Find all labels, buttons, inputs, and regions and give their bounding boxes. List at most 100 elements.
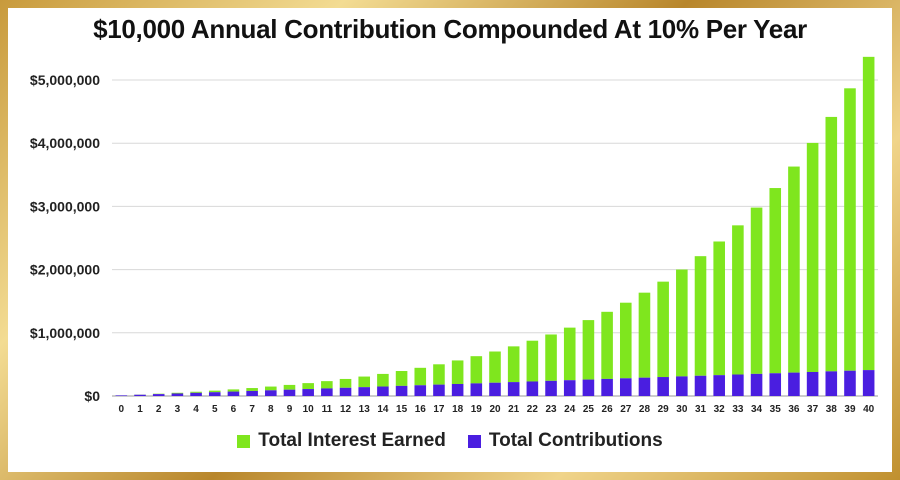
bar-contributions — [713, 375, 725, 396]
bar-contributions — [171, 393, 184, 396]
x-tick-label: 32 — [714, 404, 726, 415]
bar-contributions — [134, 394, 146, 396]
legend: Total Interest Earned Total Contribution… — [0, 430, 900, 452]
x-tick-label: 15 — [396, 404, 408, 415]
x-tick-label: 28 — [639, 404, 651, 415]
bar-interest — [395, 371, 408, 386]
bar-interest — [302, 383, 314, 390]
x-tick-label: 23 — [545, 404, 557, 415]
x-tick-label: 16 — [415, 404, 427, 415]
bar-interest — [750, 207, 763, 374]
x-tick-label: 24 — [564, 404, 576, 415]
bar-interest — [694, 256, 707, 376]
bar-interest — [657, 281, 669, 378]
bar-contributions — [433, 384, 445, 396]
bar-contributions — [377, 386, 389, 396]
bar-contributions — [862, 370, 875, 396]
bar-contributions — [769, 373, 782, 396]
x-tick-label: 1 — [137, 404, 143, 415]
x-tick-label: 33 — [732, 404, 744, 415]
x-tick-label: 37 — [807, 404, 819, 415]
bar-interest — [844, 88, 856, 371]
bar-contributions — [694, 375, 707, 396]
bar-contributions — [227, 391, 240, 396]
bar-contributions — [806, 371, 819, 396]
bar-contributions — [321, 388, 333, 396]
y-tick-label: $0 — [84, 388, 100, 404]
bar-interest — [433, 364, 445, 385]
bar-interest — [563, 327, 576, 381]
bar-interest — [377, 373, 389, 387]
bar-interest — [470, 356, 483, 384]
bar-interest — [507, 346, 520, 383]
bar-interest — [825, 116, 838, 372]
y-tick-label: $4,000,000 — [30, 135, 100, 151]
x-tick-label: 0 — [119, 404, 125, 415]
bar-interest — [171, 392, 184, 394]
x-tick-label: 5 — [212, 404, 218, 415]
bar-interest — [732, 225, 744, 375]
bar-interest — [676, 269, 688, 377]
x-tick-label: 19 — [471, 404, 483, 415]
bar-interest — [638, 292, 651, 378]
bar-contributions — [844, 370, 856, 396]
bar-contributions — [750, 373, 763, 396]
bar-interest — [601, 311, 613, 379]
bar-interest — [339, 378, 352, 388]
x-tick-label: 12 — [340, 404, 352, 415]
bar-contributions — [208, 392, 221, 396]
x-tick-label: 27 — [620, 404, 632, 415]
legend-item-interest: Total Interest Earned — [237, 430, 446, 452]
x-tick-label: 4 — [193, 404, 199, 415]
bar-interest — [769, 188, 782, 374]
x-tick-label: 18 — [452, 404, 464, 415]
x-tick-label: 9 — [287, 404, 293, 415]
bar-contributions — [395, 385, 408, 396]
x-tick-label: 36 — [788, 404, 800, 415]
bar-interest — [489, 351, 501, 383]
x-tick-label: 17 — [433, 404, 445, 415]
x-tick-label: 14 — [377, 404, 389, 415]
y-tick-label: $5,000,000 — [30, 72, 100, 88]
x-tick-label: 6 — [231, 404, 237, 415]
bar-contributions — [825, 371, 838, 396]
x-tick-label: 31 — [695, 404, 707, 415]
x-tick-label: 13 — [359, 404, 371, 415]
bar-interest — [806, 142, 819, 372]
bar-contributions — [545, 380, 557, 396]
bar-interest — [321, 381, 333, 389]
bar-interest — [190, 391, 202, 393]
x-tick-label: 22 — [527, 404, 539, 415]
bar-contributions — [489, 382, 501, 396]
bar-interest — [619, 302, 632, 379]
bar-contributions — [788, 372, 800, 396]
bar-interest — [451, 360, 464, 384]
x-tick-label: 21 — [508, 404, 520, 415]
x-tick-label: 29 — [658, 404, 670, 415]
bar-interest — [227, 389, 240, 392]
bar-interest — [283, 384, 296, 390]
x-tick-label: 2 — [156, 404, 162, 415]
bar-contributions — [339, 387, 352, 396]
x-tick-label: 40 — [863, 404, 875, 415]
bar-contributions — [451, 383, 464, 396]
bar-contributions — [676, 376, 688, 396]
x-tick-label: 20 — [489, 404, 501, 415]
bar-contributions — [283, 389, 296, 396]
bar-contributions — [619, 378, 632, 396]
x-tick-label: 3 — [175, 404, 181, 415]
bar-contributions — [152, 394, 165, 396]
legend-swatch-interest — [237, 434, 251, 448]
legend-swatch-contributions — [467, 434, 481, 448]
x-tick-label: 26 — [602, 404, 614, 415]
y-tick-label: $3,000,000 — [30, 198, 100, 214]
x-tick-label: 39 — [844, 404, 856, 415]
bar-contributions — [526, 381, 539, 396]
bar-contributions — [601, 378, 613, 396]
bar-contributions — [470, 383, 483, 396]
legend-label-contributions: Total Contributions — [488, 430, 663, 451]
y-tick-label: $2,000,000 — [30, 262, 100, 278]
x-tick-label: 38 — [826, 404, 838, 415]
x-tick-label: 8 — [268, 404, 274, 415]
bar-contributions — [582, 379, 595, 396]
